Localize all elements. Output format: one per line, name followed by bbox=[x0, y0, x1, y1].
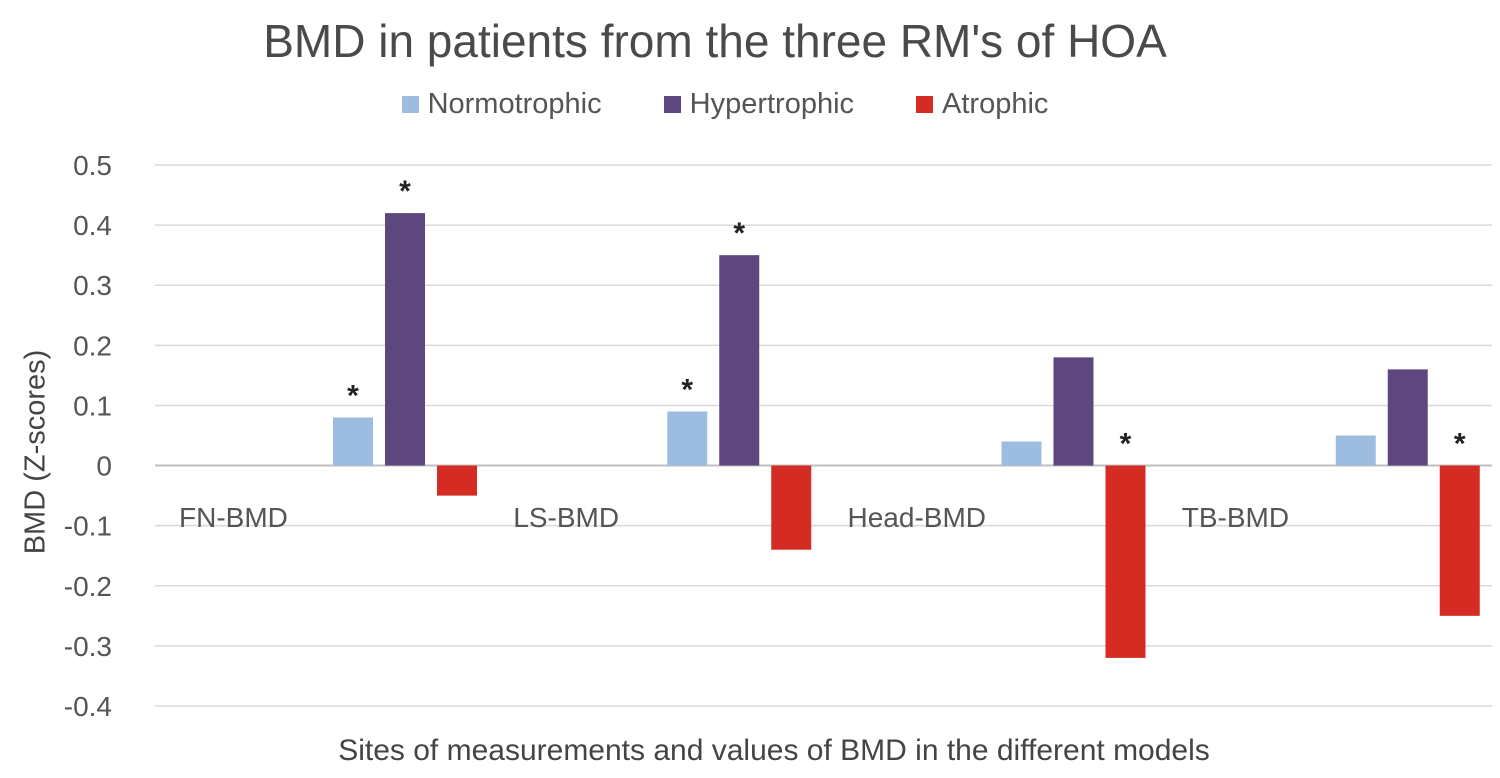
bar-hypertrophic bbox=[1053, 357, 1094, 466]
x-axis-title: Sites of measurements and values of BMD … bbox=[338, 734, 1210, 767]
y-tick-label: -0.3 bbox=[64, 631, 112, 662]
legend-swatch-atrophic bbox=[916, 96, 934, 113]
x-category-label: LS-BMD bbox=[513, 502, 619, 533]
legend-item-hypertrophic: Hypertrophic bbox=[663, 88, 855, 121]
bar-hypertrophic bbox=[1387, 369, 1428, 466]
significance-marker: * bbox=[1120, 428, 1132, 461]
x-category-label: TB-BMD bbox=[1182, 502, 1289, 533]
bar-normotrophic bbox=[667, 411, 708, 466]
y-tick-label: -0.4 bbox=[64, 691, 112, 722]
y-tick-label: 0.1 bbox=[73, 390, 112, 421]
y-tick-label: 0.4 bbox=[73, 210, 112, 241]
bar-hypertrophic bbox=[385, 213, 425, 466]
legend-swatch-normotrophic bbox=[401, 96, 419, 113]
bar-atrophic bbox=[1105, 465, 1146, 658]
bar-atrophic bbox=[771, 465, 812, 550]
significance-marker: * bbox=[1454, 428, 1466, 461]
significance-marker: * bbox=[681, 373, 693, 406]
y-tick-label: 0.2 bbox=[73, 330, 112, 361]
bar-normotrophic bbox=[1335, 435, 1376, 466]
y-tick-label: 0.3 bbox=[73, 270, 112, 301]
bar-normotrophic bbox=[1001, 441, 1042, 466]
bar-atrophic bbox=[1439, 465, 1480, 616]
significance-marker: * bbox=[399, 175, 411, 208]
y-tick-label: 0 bbox=[96, 451, 112, 482]
legend-item-atrophic: Atrophic bbox=[916, 88, 1048, 121]
significance-marker: * bbox=[347, 379, 359, 412]
x-category-label: Head-BMD bbox=[848, 502, 986, 533]
chart-title: BMD in patients from the three RM's of H… bbox=[263, 15, 1167, 67]
legend: Normotrophic Hypertrophic Atrophic bbox=[0, 88, 1450, 121]
y-tick-label: 0.5 bbox=[73, 150, 112, 181]
legend-item-normotrophic: Normotrophic bbox=[401, 88, 602, 121]
x-category-label: FN-BMD bbox=[179, 502, 288, 533]
bar-normotrophic bbox=[333, 417, 373, 466]
significance-marker: * bbox=[733, 217, 745, 250]
legend-swatch-hypertrophic bbox=[663, 96, 681, 113]
y-tick-label: -0.2 bbox=[64, 571, 112, 602]
y-tick-label: -0.1 bbox=[64, 511, 112, 542]
legend-label-normotrophic: Normotrophic bbox=[427, 88, 602, 120]
bar-hypertrophic bbox=[719, 255, 760, 466]
legend-label-hypertrophic: Hypertrophic bbox=[689, 88, 855, 120]
bar-atrophic bbox=[437, 465, 477, 496]
legend-label-atrophic: Atrophic bbox=[942, 88, 1049, 120]
